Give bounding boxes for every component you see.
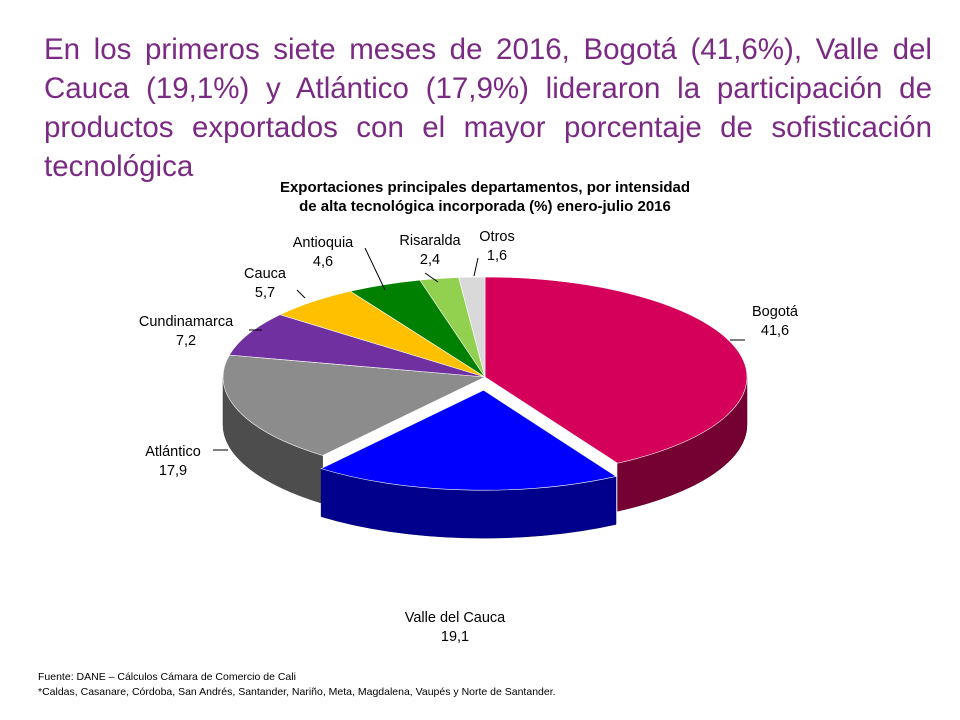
pie-labels: Bogotá 41,6 Valle del Cauca 19,1 Atlántico 17… bbox=[139, 229, 799, 645]
chart-title: Exportaciones principales departamentos,… bbox=[215, 178, 755, 216]
slice-label-risaralda: Risaralda bbox=[399, 233, 461, 249]
slice-value-atlantico: 17,9 bbox=[159, 463, 187, 479]
slice-value-risaralda: 2,4 bbox=[420, 252, 440, 268]
slice-value-cauca: 5,7 bbox=[255, 285, 275, 301]
leader-line-otros bbox=[473, 257, 479, 277]
slice-label-bogota: Bogotá bbox=[752, 304, 799, 320]
leader-line-antioquia bbox=[364, 247, 386, 291]
footer: Fuente: DANE – Cálculos Cámara de Comerc… bbox=[38, 670, 938, 700]
slice-value-otros: 1,6 bbox=[487, 248, 507, 264]
chart-title-line-2: de alta tecnológica incorporada (%) ener… bbox=[299, 198, 671, 215]
pie-slice-atlantico bbox=[222, 354, 487, 456]
slice-label-antioquia: Antioquia bbox=[293, 235, 354, 251]
pie-tops bbox=[222, 276, 748, 491]
slice-label-otros: Otros bbox=[479, 229, 514, 245]
slice-label-cauca: Cauca bbox=[244, 266, 287, 282]
slice-value-cundinamarca: 7,2 bbox=[176, 333, 196, 349]
leader-line-cauca bbox=[296, 289, 306, 299]
footnote: *Caldas, Casanare, Córdoba, San Andrés, … bbox=[38, 686, 556, 698]
pie-slice-otros bbox=[458, 276, 486, 378]
slice-value-valle-del-cauca: 19,1 bbox=[441, 629, 469, 645]
leader-line-risaralda bbox=[424, 272, 439, 283]
slice-label-valle-del-cauca: Valle del Cauca bbox=[405, 610, 506, 626]
chart-title-line-1: Exportaciones principales departamentos,… bbox=[279, 179, 691, 196]
slice-label-cundinamarca: Cundinamarca bbox=[139, 314, 234, 330]
slice-value-antioquia: 4,6 bbox=[313, 254, 333, 270]
slice-value-bogota: 41,6 bbox=[761, 323, 789, 339]
source-note: Fuente: DANE – Cálculos Cámara de Comerc… bbox=[38, 671, 296, 683]
slice-label-atlantico: Atlántico bbox=[145, 444, 201, 460]
pie-slice-valle-del-cauca bbox=[320, 389, 617, 491]
pie-slice-cundinamarca bbox=[228, 314, 486, 378]
page-headline: En los primeros siete meses de 2016, Bog… bbox=[44, 33, 932, 183]
pie-slice-bogota bbox=[484, 276, 748, 464]
